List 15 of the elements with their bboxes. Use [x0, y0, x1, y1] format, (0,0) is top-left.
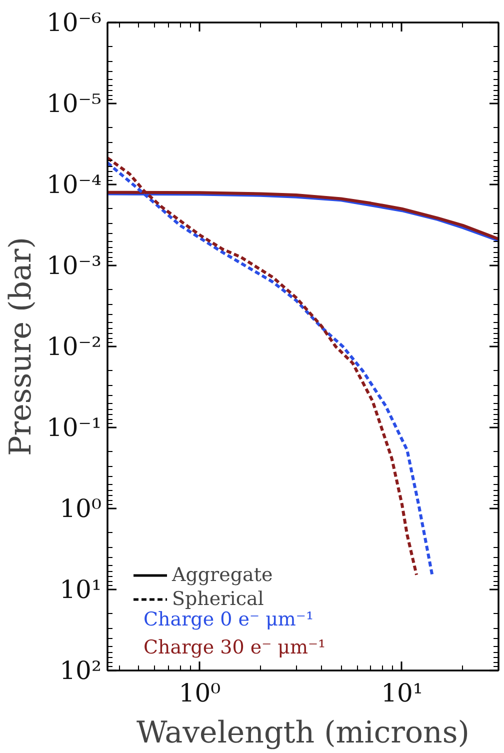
y-tick-label: 10² [60, 656, 102, 685]
y-tick-label: 10⁻³ [46, 251, 102, 280]
y-tick-label: 10⁻⁴ [46, 170, 102, 199]
annotation: Charge 0 e⁻ μm⁻¹ [144, 608, 314, 630]
y-tick-label: 10¹ [60, 575, 102, 604]
y-tick-label: 10⁻¹ [46, 413, 102, 442]
y-tick-label: 10⁰ [60, 494, 102, 523]
y-tick-label: 10⁻⁶ [46, 8, 102, 37]
y-tick-label: 10⁻⁵ [46, 89, 102, 118]
annotation: Charge 30 e⁻ μm⁻¹ [144, 636, 326, 658]
y-axis-title: Pressure (bar) [3, 237, 38, 456]
annotation: Spherical [172, 588, 264, 610]
y-tick-label: 10⁻² [46, 332, 102, 361]
annotation: Aggregate [172, 564, 273, 586]
x-axis-title: Wavelength (microns) [136, 716, 470, 750]
